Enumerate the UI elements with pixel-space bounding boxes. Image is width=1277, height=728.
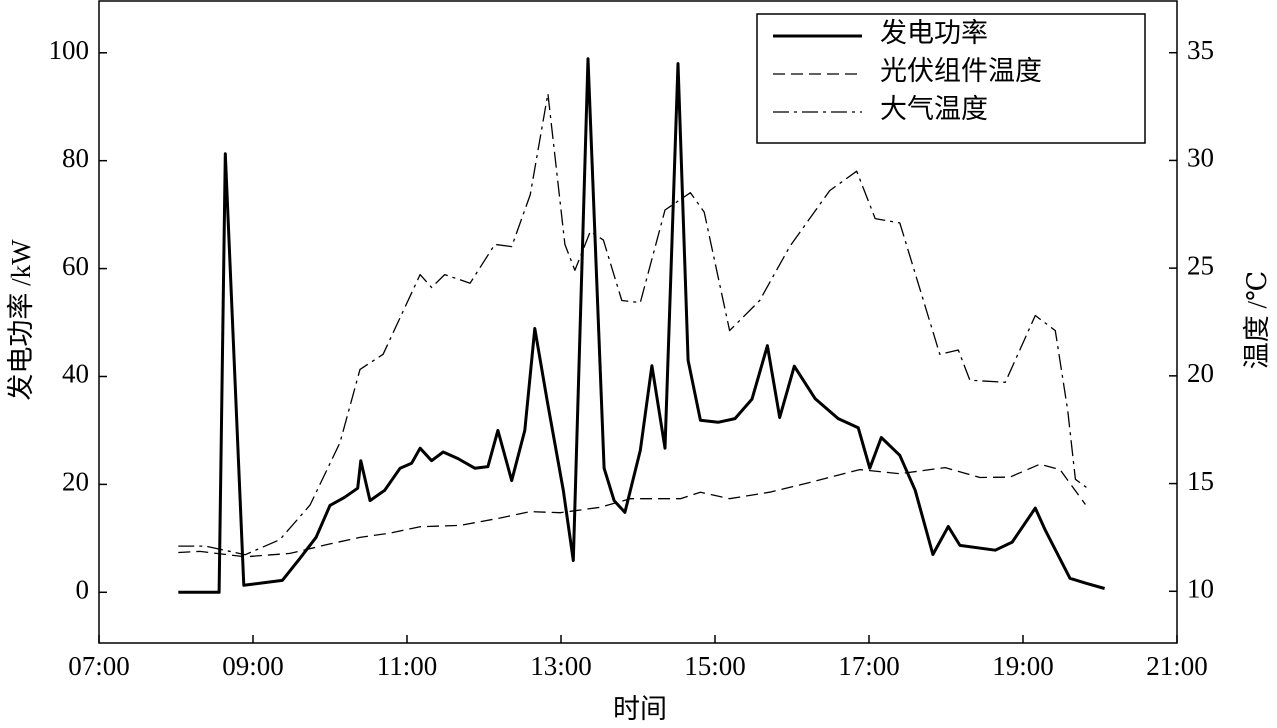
legend-box [756, 13, 1146, 144]
y-tick-label: 80 [62, 143, 89, 173]
y-tick-label: 20 [62, 467, 89, 497]
y2-tick-label: 30 [1187, 143, 1214, 173]
data-line [178, 92, 1091, 556]
x-axis-label: 时间 [613, 694, 667, 724]
x-tick-label: 15:00 [684, 651, 746, 681]
plot-frame [98, 0, 1178, 644]
y2-tick-label: 25 [1187, 250, 1214, 280]
legend-label: 发电功率 [880, 18, 988, 48]
y-axis-label: 发电功率 /kW [6, 239, 36, 401]
y-tick-label: 60 [62, 251, 89, 281]
x-tick-label: 17:00 [838, 651, 900, 681]
x-tick-label: 13:00 [530, 651, 592, 681]
legend-label: 大气温度 [880, 94, 988, 124]
x-tick-label: 09:00 [222, 651, 284, 681]
y-tick-label: 40 [62, 359, 89, 389]
y2-tick-label: 10 [1187, 573, 1214, 603]
y2-tick-label: 15 [1187, 466, 1214, 496]
data-line [178, 463, 1086, 558]
legend-label: 光伏组件温度 [880, 56, 1042, 86]
x-tick-label: 11:00 [377, 651, 438, 681]
y-tick-label: 100 [49, 35, 90, 65]
x-tick-label: 19:00 [992, 651, 1054, 681]
x-tick-label: 21:00 [1146, 651, 1208, 681]
y2-tick-label: 35 [1187, 35, 1214, 65]
data-line [178, 57, 1106, 594]
y-tick-label: 0 [76, 574, 90, 604]
x-tick-label: 07:00 [68, 651, 130, 681]
y2-tick-label: 20 [1187, 358, 1214, 388]
y2-axis-label: 温度 /℃ [1242, 271, 1272, 369]
